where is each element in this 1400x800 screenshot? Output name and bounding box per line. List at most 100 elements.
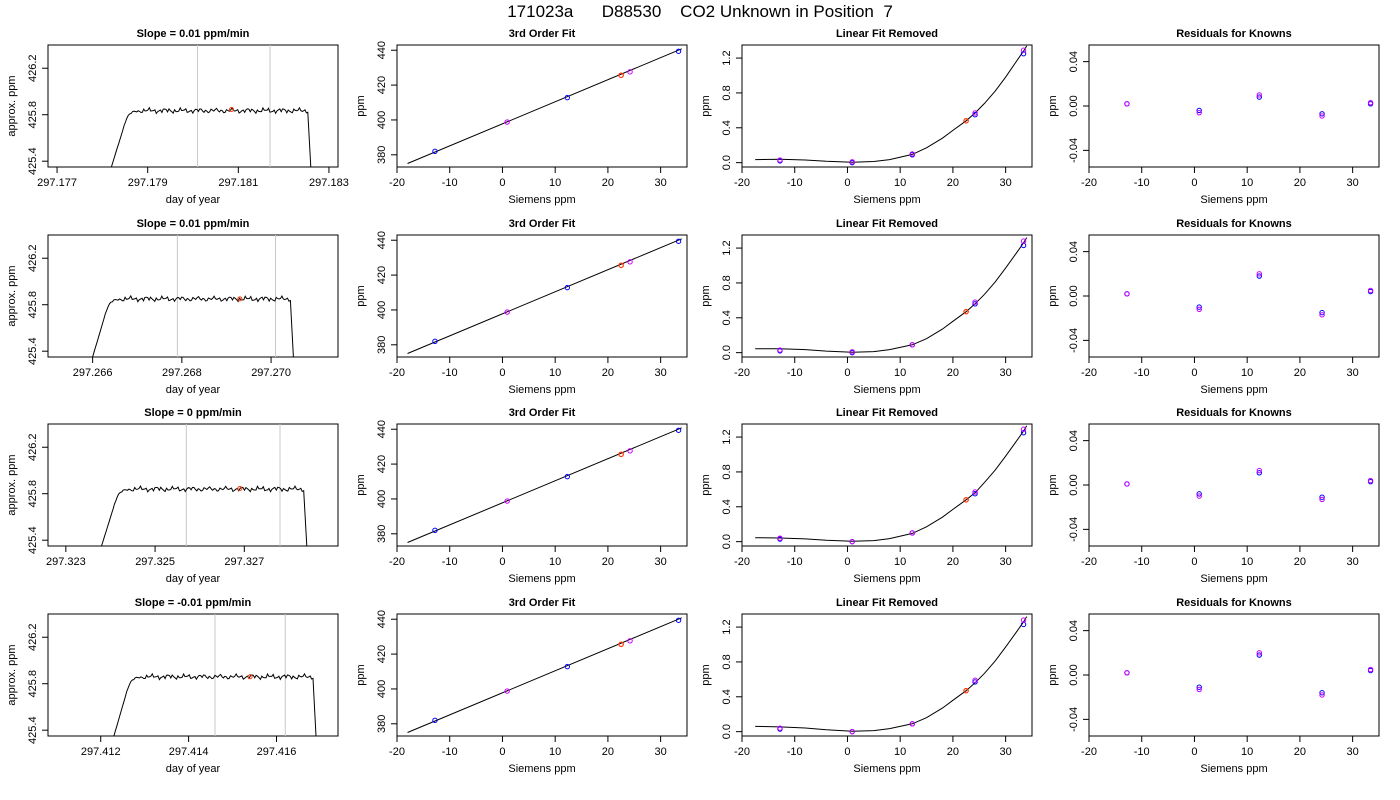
p15-known-point	[777, 725, 783, 731]
p16-y-axis-label: ppm	[1047, 664, 1059, 685]
p10-y-tick-label: 380	[376, 525, 388, 543]
p10-known-point	[675, 427, 682, 433]
p5-y-tick-label: 425.8	[27, 291, 39, 319]
p3-plot-title: Linear Fit Removed	[836, 28, 938, 40]
p10-fit-line	[407, 427, 682, 543]
p3-known-point	[1020, 51, 1027, 57]
p14-y-tick-label: 380	[376, 715, 388, 733]
p6-x-tick-label: 0	[499, 367, 505, 379]
p14-known-point	[627, 638, 633, 644]
p5-y-axis-label: approx. ppm	[6, 265, 18, 326]
p10-plot-title: 3rd Order Fit	[509, 407, 576, 419]
p11-x-tick-label: -20	[734, 556, 750, 568]
p10-x-tick-label: -10	[442, 556, 458, 568]
p4-x-axis-label: Siemens ppm	[1200, 194, 1267, 206]
p2-fit-line	[407, 48, 682, 164]
p11-y-axis-label: ppm	[700, 474, 712, 495]
p6-known-point	[564, 284, 571, 291]
p4-plot-title: Residuals for Knowns	[1176, 28, 1292, 40]
p6-fit-line	[407, 238, 682, 354]
p1-y-tick-label: 426.2	[27, 54, 39, 82]
p14-known-point	[504, 688, 510, 694]
p8-x-tick-label: 20	[1294, 367, 1306, 379]
p14-y-tick-label: 420	[376, 645, 388, 663]
p10-plot-frame	[396, 423, 688, 547]
p14-y-tick-label: 400	[376, 680, 388, 698]
p10-known-point	[627, 448, 633, 454]
p7-y-tick-label: 1.2	[721, 240, 733, 255]
p15-known-point	[972, 677, 978, 683]
p5-plot-frame	[47, 234, 339, 358]
p11-x-tick-label: 30	[1000, 556, 1012, 568]
p6-y-axis-label: ppm	[355, 285, 367, 306]
p4-y-tick-label: -0.04	[1068, 138, 1080, 163]
p5-x-tick-label: 297.266	[73, 367, 113, 379]
p9-signal-trace	[101, 485, 308, 547]
p12-x-tick-label: -20	[1081, 556, 1097, 568]
p8-plot-frame	[1088, 234, 1380, 358]
p12-plot-frame	[1088, 423, 1380, 547]
p7-y-tick-label: 0.8	[721, 275, 733, 290]
p16-x-tick-label: -20	[1081, 746, 1097, 758]
p10-x-tick-label: -20	[389, 556, 405, 568]
p4-x-tick-label: 30	[1347, 177, 1359, 189]
p10-y-tick-label: 400	[376, 490, 388, 508]
p1-x-tick-label: 297.177	[37, 177, 77, 189]
p7-plot-frame	[741, 234, 1033, 358]
p12-known-point	[1319, 494, 1325, 500]
p16-x-tick-label: 30	[1347, 746, 1359, 758]
p10-y-axis-label: ppm	[355, 474, 367, 495]
p9-plot-frame	[47, 423, 339, 547]
p10-x-tick-label: 10	[549, 556, 561, 568]
p15-y-tick-label: 0.4	[721, 689, 733, 704]
p3-y-tick-label: 0.4	[721, 120, 733, 135]
p3-known-point	[909, 151, 916, 157]
p5-x-tick-label: 297.268	[162, 367, 202, 379]
p2-x-tick-label: 10	[549, 177, 561, 189]
p14-y-axis-label: ppm	[355, 664, 367, 685]
p14-x-tick-label: 20	[602, 746, 614, 758]
p13-y-tick-label: 426.2	[27, 623, 39, 651]
p11-fit-curve	[755, 425, 1028, 542]
p16-y-tick-label: 0.00	[1068, 664, 1080, 685]
p15-known-point	[909, 721, 916, 727]
p1-x-tick-label: 297.181	[218, 177, 258, 189]
p14-known-point	[564, 663, 571, 670]
p3-x-tick-label: 0	[844, 177, 850, 189]
p13-signal-trace	[113, 672, 317, 737]
p13-x-axis-label: day of year	[166, 763, 221, 775]
p11-plot-frame	[741, 423, 1033, 547]
p6-plot-frame	[396, 234, 688, 358]
p12-known-point	[1256, 467, 1263, 474]
p13-x-tick-label: 297.416	[257, 746, 297, 758]
p16-plot-title: Residuals for Knowns	[1176, 597, 1292, 609]
p6-unknown-point	[618, 262, 624, 269]
p4-known-point	[1319, 111, 1325, 117]
p1-unknown-point	[229, 106, 235, 112]
p12-known-point	[1367, 477, 1374, 484]
p11-known-point	[909, 530, 916, 536]
p12-y-axis-label: ppm	[1047, 474, 1059, 495]
p16-y-tick-label: 0.04	[1068, 620, 1080, 641]
p11-y-tick-label: 1.2	[721, 429, 733, 444]
p2-x-tick-label: 20	[602, 177, 614, 189]
p11-x-tick-label: 0	[844, 556, 850, 568]
p6-y-tick-label: 440	[376, 231, 388, 249]
p4-x-tick-label: 10	[1241, 177, 1253, 189]
p6-x-tick-label: -20	[389, 367, 405, 379]
p6-y-tick-label: 400	[376, 301, 388, 319]
p16-x-tick-label: 10	[1241, 746, 1253, 758]
p8-y-tick-label: 0.04	[1068, 241, 1080, 262]
p9-x-tick-label: 297.323	[46, 556, 86, 568]
p16-known-point	[1196, 684, 1202, 690]
p2-x-tick-label: 30	[655, 177, 667, 189]
p12-x-tick-label: 10	[1241, 556, 1253, 568]
p8-known-point	[1124, 291, 1130, 297]
p14-known-point	[432, 717, 438, 724]
p1-y-tick-label: 425.4	[27, 147, 39, 175]
p14-y-tick-label: 440	[376, 610, 388, 628]
p2-known-point	[504, 119, 510, 125]
p10-y-tick-label: 440	[376, 420, 388, 438]
p8-known-point	[1256, 273, 1263, 279]
p4-known-point	[1256, 92, 1263, 98]
